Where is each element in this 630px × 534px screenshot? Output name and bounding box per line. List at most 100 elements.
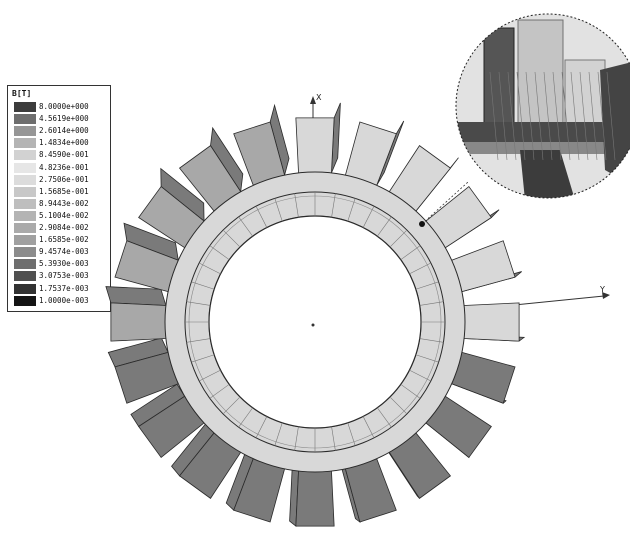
legend-label: 5.3930e-003	[39, 259, 89, 269]
y-axis-arrow	[602, 292, 610, 299]
legend-label: 8.0000e+000	[39, 102, 89, 111]
legend-swatch	[14, 150, 36, 161]
inset-hatch	[543, 71, 553, 161]
legend-label: 5.1004e-002	[39, 210, 89, 220]
inset-hatch	[606, 71, 616, 161]
legend-label: 1.5685e-001	[39, 186, 89, 196]
segment-line	[294, 426, 299, 451]
pole-face	[451, 351, 516, 404]
segment-line	[419, 338, 444, 343]
segment-line	[415, 281, 439, 290]
field-legend: B[T] 8.0000e+000 4.5619e+000 2.6014e+000 1.…	[7, 85, 111, 312]
legend-swatch	[14, 126, 36, 137]
segment-line	[409, 369, 431, 382]
inset-hatch	[507, 71, 517, 161]
stator-rings	[164, 171, 466, 473]
inset-hatch	[498, 71, 508, 161]
segment-line	[199, 262, 221, 275]
segment-line	[362, 416, 375, 438]
pole-face	[295, 117, 335, 174]
segment-line	[255, 206, 268, 228]
pole-face	[344, 458, 397, 523]
segment-line	[377, 407, 392, 428]
legend-swatch	[14, 102, 36, 112]
legend-swatch	[14, 114, 36, 125]
legend-label: 1.6585e-002	[39, 235, 89, 245]
inset-hatch	[561, 71, 571, 161]
legend-swatch	[14, 198, 36, 209]
segment-line	[389, 396, 408, 415]
legend-swatch	[14, 162, 36, 173]
legend-swatch	[14, 259, 36, 270]
segment-line	[294, 193, 299, 218]
legend-label: 1.7537e-003	[39, 283, 89, 293]
inset-pointer-dot	[419, 221, 425, 227]
x-axis-label: X	[316, 93, 322, 102]
legend-label: 9.4574e-003	[39, 247, 89, 257]
inset-band	[456, 122, 630, 142]
inset-block	[483, 27, 515, 124]
segment-line	[409, 262, 431, 275]
segment-line	[419, 301, 444, 306]
segment-line	[209, 384, 230, 399]
legend-swatch	[14, 174, 36, 185]
segment-line	[209, 245, 230, 260]
inset-block	[600, 60, 630, 190]
legend-label: 8.9443e-002	[39, 198, 89, 208]
legend-label: 3.0753e-003	[39, 271, 89, 281]
legend-swatch	[14, 271, 36, 282]
inset-border	[455, 13, 630, 199]
segment-line	[191, 281, 215, 290]
inset-hatch	[579, 71, 589, 161]
segment-line	[274, 422, 283, 446]
legend-label: 8.4590e-001	[39, 150, 89, 160]
legend-swatch	[14, 235, 36, 246]
segment-line	[347, 198, 356, 222]
segment-line	[400, 245, 421, 260]
legend-title: B[T]	[12, 89, 32, 98]
segment-line	[222, 396, 241, 415]
segment-line	[199, 369, 221, 382]
segment-line	[186, 338, 211, 343]
legend-label: 4.8236e-001	[39, 162, 89, 172]
legend-swatch	[14, 295, 36, 306]
inset-hatch	[534, 71, 544, 161]
pole-face	[344, 121, 397, 186]
pole-face	[295, 470, 335, 527]
inset-block	[520, 150, 575, 198]
inner-bore	[208, 215, 422, 429]
segment-line	[331, 426, 336, 451]
segment-line	[400, 384, 421, 399]
legend-label: 2.9084e-002	[39, 223, 89, 232]
segment-line	[222, 229, 241, 248]
legend-swatch	[14, 186, 36, 197]
legend-swatch	[14, 210, 36, 221]
legend-label: 1.4834e+000	[39, 138, 89, 148]
inset-hatch	[525, 71, 535, 161]
inset-hatch	[588, 71, 598, 161]
segment-line	[389, 229, 408, 248]
inset-hatch	[597, 71, 607, 161]
segment-line	[255, 416, 268, 438]
pole-face	[451, 240, 516, 293]
segment-line	[377, 216, 392, 237]
zoom-inset	[419, 13, 630, 227]
legend-label: 4.5619e+000	[39, 114, 89, 124]
legend-swatch	[14, 223, 36, 233]
pole-face	[110, 302, 167, 342]
inset-detail	[456, 14, 630, 198]
segment-line	[191, 354, 215, 363]
legend-label: 1.0000e-003	[39, 295, 89, 305]
segment-line	[331, 193, 336, 218]
legend-label: 2.6014e+000	[39, 126, 89, 136]
inset-hatch	[516, 71, 526, 161]
legend-swatch	[14, 247, 36, 258]
segment-line	[362, 206, 375, 228]
segment-line	[238, 407, 253, 428]
inset-hatch	[552, 71, 562, 161]
segment-line	[274, 198, 283, 222]
segment-line	[238, 216, 253, 237]
pole-face	[463, 302, 520, 342]
x-axis-arrow	[310, 96, 316, 104]
